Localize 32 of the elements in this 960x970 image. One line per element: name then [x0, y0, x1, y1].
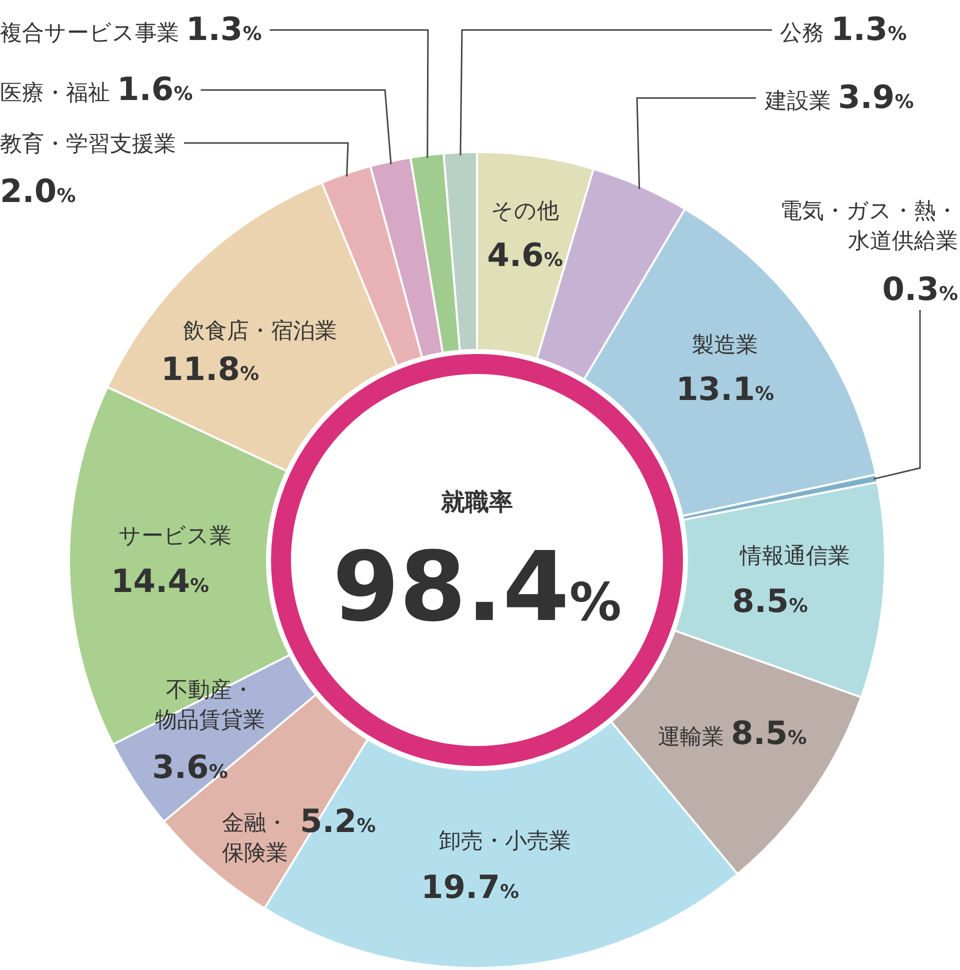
slice-label: 卸売・小売業 — [439, 829, 571, 854]
data-label: 13.1% — [676, 370, 774, 408]
data-label: 14.4% — [111, 562, 209, 600]
slice-label: 教育・学習支援業 — [0, 131, 176, 157]
data-label: 0.3% — [882, 270, 958, 308]
data-label: 1.3% — [831, 10, 907, 48]
slice-label: 製造業 — [692, 333, 758, 358]
slice-label: 飲食店・宿泊業 — [183, 319, 337, 344]
slice-label: 医療・福祉 — [0, 81, 117, 106]
data-label: 19.7% — [421, 868, 519, 906]
slice-label: その他 — [491, 199, 559, 224]
slice-label: 不動産・物品賃貸業 — [155, 678, 265, 733]
data-label: 1.3% — [186, 10, 262, 48]
slice-label: 情報通信業 — [739, 544, 850, 569]
slice-label: 運輸業 — [658, 725, 731, 750]
data-label: 8.5% — [732, 582, 808, 620]
data-label: 3.9% — [838, 78, 914, 116]
data-label: 8.5% — [731, 714, 807, 752]
slice-label: 建設業 — [764, 89, 838, 114]
data-label: 5.2% — [300, 802, 376, 840]
slice-label: 金融・保険業 — [222, 811, 288, 866]
data-label: 1.6% — [117, 70, 193, 108]
slice-label: 電気・ガス・熱・水道供給業 — [780, 199, 958, 254]
slice-label: 複合サービス事業 — [0, 21, 186, 46]
slice-label: サービス業 — [118, 524, 232, 549]
slice-label: 公務 — [780, 21, 831, 46]
data-label: 2.0% — [0, 172, 76, 210]
text: 就職率 — [440, 488, 513, 516]
data-label: 4.6% — [487, 236, 563, 274]
data-label: 11.8% — [161, 350, 259, 388]
text: 98.4% — [332, 531, 622, 643]
data-label: 3.6% — [152, 748, 228, 786]
